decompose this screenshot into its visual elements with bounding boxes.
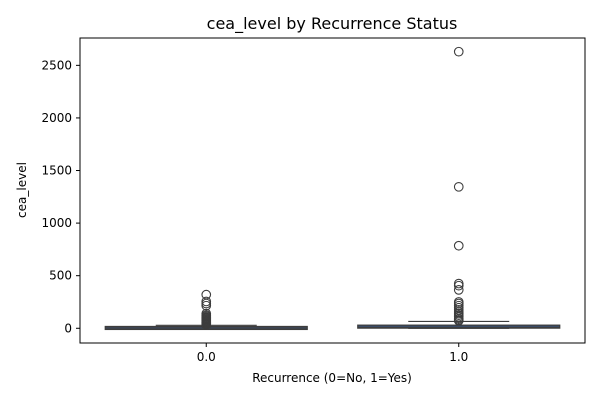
outlier-point (453, 315, 464, 326)
outlier-point (453, 280, 464, 291)
plot-area (79, 37, 586, 344)
outlier-point (201, 320, 212, 330)
outlier-point (201, 300, 212, 311)
x-tick-label: 0.0 (197, 350, 216, 364)
outlier-point (453, 285, 464, 295)
y-tick-label: 2500 (41, 58, 72, 72)
y-tick-label: 1500 (41, 164, 72, 178)
y-tick-label: 0 (64, 321, 72, 335)
box-group (357, 46, 561, 329)
y-axis: 0 500 1000 1500 2000 2500 (41, 58, 80, 335)
outlier-point (453, 46, 464, 57)
outlier-point (201, 298, 212, 309)
box-group (104, 289, 308, 331)
y-axis-label: cea_level (15, 162, 29, 218)
x-axis-label: Recurrence (0=No, 1=Yes) (252, 371, 412, 385)
y-tick-label: 1000 (41, 216, 72, 230)
y-tick-label: 500 (49, 269, 72, 283)
outlier-point (453, 181, 464, 192)
x-tick-label: 1.0 (449, 350, 468, 364)
plot-frame (79, 37, 586, 344)
chart-title: cea_level by Recurrence Status (207, 14, 458, 34)
x-axis: 0.0 1.0 (197, 343, 468, 364)
outlier-point (453, 240, 464, 251)
y-tick-label: 2000 (41, 111, 72, 125)
